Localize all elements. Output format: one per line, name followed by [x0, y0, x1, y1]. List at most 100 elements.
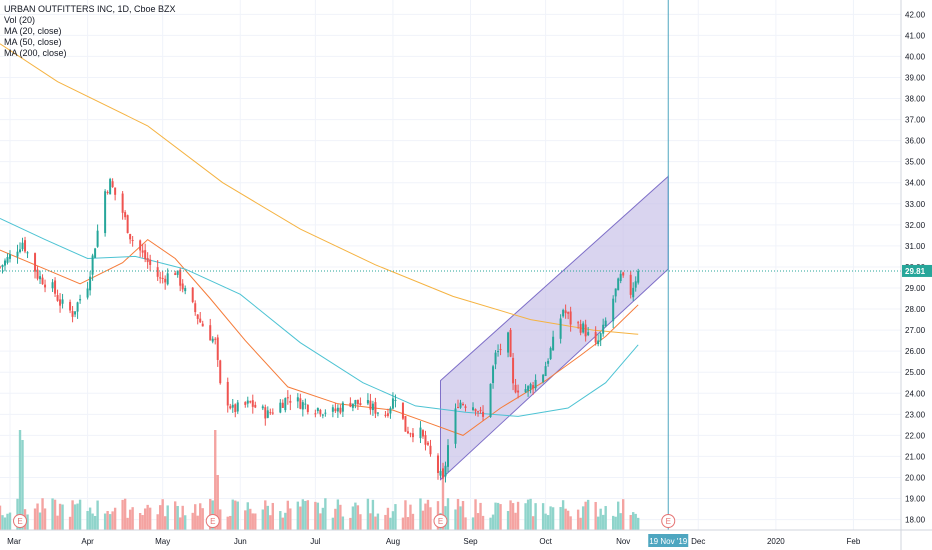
candle-body — [131, 239, 134, 241]
candle-body — [356, 399, 359, 405]
legend-ma200[interactable]: MA (200, close) — [4, 48, 67, 58]
candle — [76, 301, 79, 319]
legend-ma20[interactable]: MA (20, close) — [4, 26, 62, 36]
candle — [146, 252, 149, 269]
candle-body — [244, 402, 247, 405]
earnings-circle[interactable] — [13, 514, 28, 528]
volume-bar — [496, 502, 500, 530]
legend-volume[interactable]: Vol (20) — [4, 15, 36, 25]
volume-bar — [321, 507, 325, 530]
volume-bars — [0, 430, 640, 530]
channel-area[interactable] — [439, 175, 669, 481]
candle-body — [391, 398, 394, 409]
volume-bar — [121, 499, 124, 530]
earnings-marker[interactable]: E — [661, 514, 676, 528]
candle-body — [126, 215, 129, 233]
candle — [587, 327, 590, 337]
volume-bar — [619, 513, 622, 530]
candle — [594, 326, 597, 346]
candle — [426, 441, 429, 447]
volume-bar — [93, 515, 97, 530]
candle — [249, 400, 252, 404]
candle-body — [386, 413, 389, 416]
legend-ma50[interactable]: MA (50, close) — [4, 37, 62, 47]
earnings-circle[interactable] — [205, 514, 220, 528]
price-axis[interactable]: 42.00 41.00 40.00 39.00 38.00 37.00 36.00 35.00… — [905, 10, 926, 524]
candle-body — [477, 411, 480, 413]
candle — [299, 393, 302, 410]
candle — [582, 321, 585, 334]
earnings-circle[interactable] — [433, 514, 448, 528]
volume-bar — [158, 505, 162, 530]
candle — [214, 337, 217, 345]
earnings-marker[interactable]: E — [205, 514, 220, 528]
candle — [507, 331, 510, 358]
candle — [304, 398, 307, 410]
crosshair-date-bg — [648, 534, 689, 547]
candle-body — [159, 277, 162, 279]
volume-bar — [254, 513, 257, 530]
price-tick-label: 22.00 — [905, 431, 926, 440]
candle-body — [201, 323, 204, 327]
volume-bar — [6, 513, 9, 530]
candle — [129, 233, 132, 244]
candle — [149, 254, 152, 272]
volume-bar — [566, 510, 570, 530]
candle — [289, 394, 292, 411]
candle-body — [161, 277, 164, 279]
candle — [634, 276, 637, 292]
volume-bar — [616, 501, 620, 530]
volume-bar — [374, 516, 377, 530]
candle — [462, 402, 465, 406]
candle — [614, 288, 617, 303]
parallel-channel[interactable] — [439, 175, 669, 481]
candle — [26, 251, 29, 259]
earnings-marker[interactable]: E — [13, 514, 28, 528]
candle — [411, 428, 414, 443]
volume-bar — [286, 500, 290, 530]
volume-bar — [614, 516, 617, 530]
candle-body — [139, 240, 142, 251]
candle-body — [464, 406, 467, 408]
price-tick-label: 34.00 — [905, 179, 926, 188]
earnings-marker[interactable]: E — [433, 514, 448, 528]
candle-body — [424, 435, 427, 445]
volume-bar — [349, 517, 352, 530]
volume-bar — [126, 517, 129, 530]
volume-bar — [546, 515, 550, 530]
candle-body — [229, 406, 232, 409]
candle-body — [0, 266, 1, 268]
candle-body — [366, 400, 369, 404]
volume-bar — [148, 507, 152, 530]
volume-bar — [441, 475, 445, 530]
candle — [279, 399, 282, 414]
chart-legend: URBAN OUTFITTERS INC, 1D, Cboe BZX Vol (… — [4, 4, 176, 59]
candle — [0, 265, 1, 269]
candle-body — [492, 366, 495, 384]
candle — [479, 406, 482, 414]
candle-body — [141, 250, 144, 253]
earnings-circle[interactable] — [661, 514, 676, 528]
volume-bar — [156, 514, 159, 530]
volume-bar — [38, 512, 42, 530]
price-tick-label: 20.00 — [905, 473, 926, 482]
candle-body — [547, 360, 550, 364]
volume-bar — [279, 511, 282, 530]
last-price-badge: 29.81 — [902, 264, 932, 277]
candle-body — [567, 312, 570, 314]
volume-bar — [209, 498, 212, 530]
candle — [371, 400, 374, 416]
symbol-title[interactable]: URBAN OUTFITTERS INC, 1D, Cboe BZX — [4, 4, 176, 14]
candle-body — [394, 399, 397, 401]
candle-body — [114, 187, 117, 195]
candle — [549, 346, 552, 361]
time-axis[interactable]: Mar Apr May Jun Jul Aug Sep Oct Nov Dec 2020 Feb — [7, 537, 861, 546]
candle-body — [156, 267, 159, 277]
candle-body — [441, 468, 444, 478]
candle-body — [509, 329, 512, 357]
candle — [41, 274, 44, 285]
candle-body — [209, 325, 212, 341]
candle — [301, 399, 304, 417]
volume-bar — [96, 500, 99, 530]
